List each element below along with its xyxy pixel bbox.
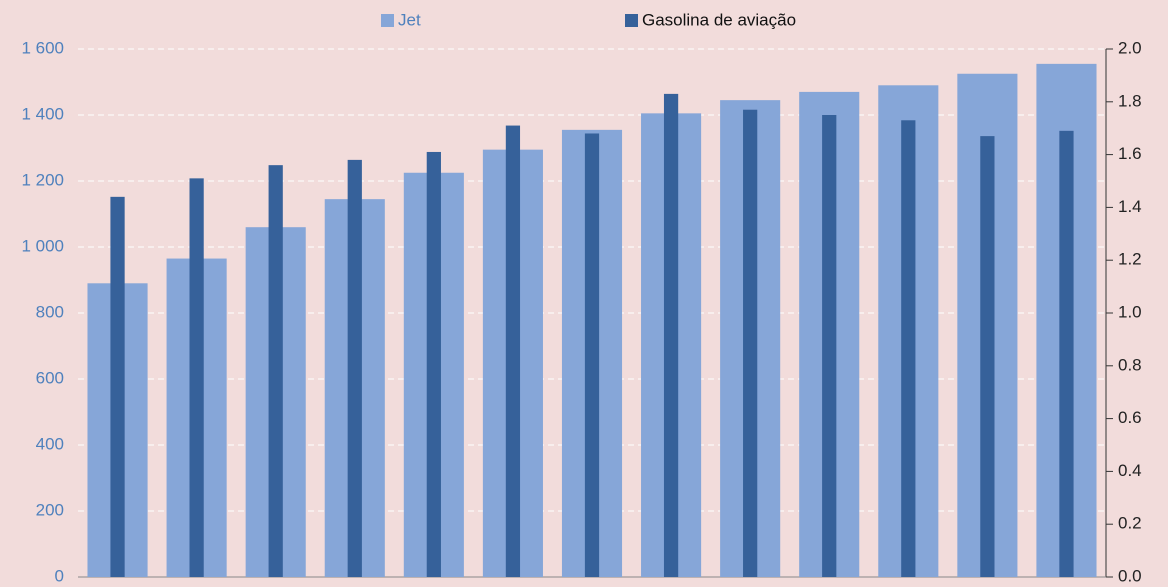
bar	[268, 165, 283, 577]
y2-tick-label: 0.2	[1118, 514, 1142, 533]
legend-swatch	[625, 14, 638, 27]
y-tick-label: 1 600	[21, 38, 64, 57]
y2-tick-label: 1.0	[1118, 302, 1142, 321]
y-tick-label: 800	[36, 302, 64, 321]
y2-tick-label: 1.8	[1118, 91, 1142, 110]
bar	[663, 93, 679, 577]
bar	[505, 125, 521, 577]
bar	[426, 151, 441, 577]
y2-tick-label: 0.8	[1118, 355, 1142, 374]
bar	[347, 159, 362, 577]
y2-tick-label: 1.2	[1118, 250, 1142, 269]
y-tick-label: 200	[36, 500, 64, 519]
y-tick-label: 600	[36, 368, 64, 387]
y-tick-label: 0	[55, 566, 64, 585]
y-tick-label: 1 200	[21, 170, 64, 189]
legend-swatch	[381, 14, 394, 27]
y2-tick-label: 0.6	[1118, 408, 1142, 427]
y2-tick-label: 0.0	[1118, 566, 1142, 585]
y-tick-label: 400	[36, 434, 64, 453]
y2-tick-label: 2.0	[1118, 38, 1142, 57]
y2-tick-label: 1.4	[1118, 197, 1142, 216]
bar	[584, 133, 600, 578]
bar	[110, 196, 125, 577]
y2-tick-label: 1.6	[1118, 144, 1142, 163]
legend-label: Gasolina de aviação	[642, 10, 796, 29]
bar	[743, 109, 758, 577]
y-tick-label: 1 000	[21, 236, 64, 255]
bar	[189, 178, 204, 578]
legend-label: Jet	[398, 10, 421, 29]
bar	[822, 115, 837, 577]
bar	[980, 136, 995, 577]
y-tick-label: 1 400	[21, 104, 64, 123]
bar	[1059, 130, 1074, 577]
y2-tick-label: 0.4	[1118, 461, 1142, 480]
bar	[901, 120, 916, 577]
